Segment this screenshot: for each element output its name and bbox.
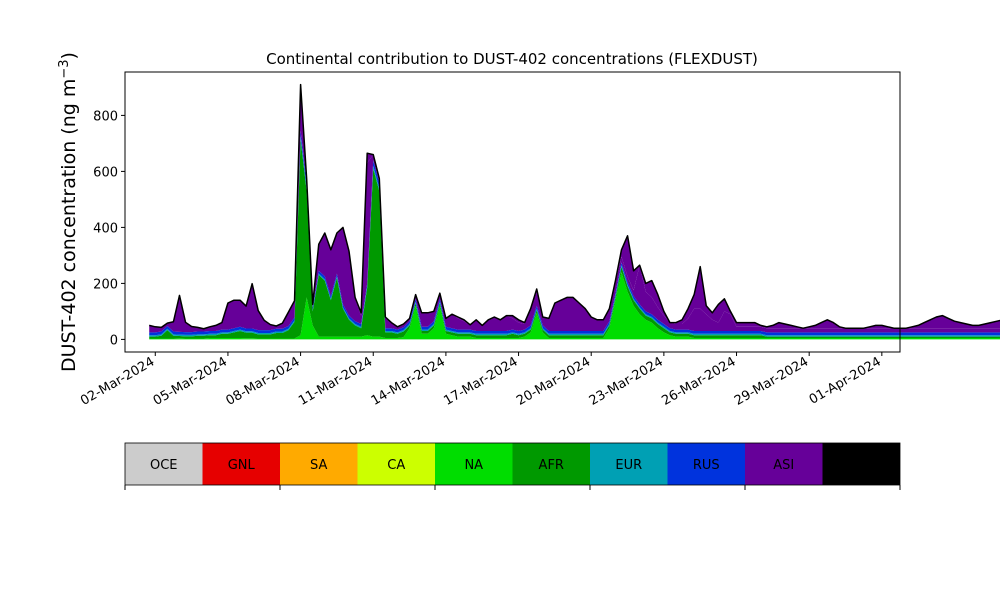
y-tick-label: 200 (93, 277, 118, 292)
total-line (149, 83, 1000, 330)
x-tick-label: 02-Mar-2024 (78, 354, 157, 408)
legend-swatch-aus (822, 443, 900, 485)
y-axis-label: DUST-402 concentration (ng m−3) (57, 52, 80, 372)
chart-title: Continental contribution to DUST-402 con… (266, 50, 758, 68)
total-layer (149, 83, 1000, 330)
legend-label-asi: ASI (773, 458, 794, 473)
x-tick-label: 11-Mar-2024 (296, 354, 375, 408)
y-tick-label: 400 (93, 221, 118, 236)
legend-swatch-asi (745, 443, 823, 485)
legend-label-aus: AUS (848, 458, 875, 473)
legend-swatch-eur (590, 443, 668, 485)
x-axis: 02-Mar-202405-Mar-202408-Mar-202411-Mar-… (78, 352, 884, 409)
legend-label-gnl: GNL (228, 458, 256, 473)
x-tick-label: 26-Mar-2024 (659, 354, 738, 408)
legend-label-sa: SA (310, 458, 327, 473)
plot-frame (124, 71, 901, 353)
legend-swatch-rus (667, 443, 745, 485)
legend-swatch-ca (357, 443, 435, 485)
legend-swatch-na (435, 443, 513, 485)
legend-label-rus: RUS (693, 458, 720, 473)
legend-swatch-oce (125, 443, 203, 485)
x-tick-label: 08-Mar-2024 (223, 354, 302, 408)
x-tick-label: 01-Apr-2024 (807, 354, 884, 407)
legend-label-na: NA (464, 458, 483, 473)
x-tick-label: 14-Mar-2024 (369, 354, 448, 408)
x-tick-label: 23-Mar-2024 (587, 354, 666, 408)
legend-swatch-gnl (202, 443, 280, 485)
y-axis: 0 200 400 600 800 (93, 109, 125, 348)
legend-label-eur: EUR (615, 458, 642, 473)
legend-frame (124, 442, 901, 486)
series-area-remainder (149, 84, 1000, 329)
legend-swatch-afr (512, 443, 590, 485)
x-tick-label: 17-Mar-2024 (441, 354, 520, 408)
legend-label-oce: OCE (150, 458, 178, 473)
y-tick-label: 0 (110, 333, 118, 348)
series-layer (149, 84, 1000, 340)
legend-label-ca: CA (387, 458, 405, 473)
legend-swatch-sa (280, 443, 358, 485)
legend-label-afr: AFR (539, 458, 564, 473)
x-tick-label: 05-Mar-2024 (151, 354, 230, 408)
y-tick-label: 600 (93, 165, 118, 180)
x-tick-label: 29-Mar-2024 (732, 354, 811, 408)
x-tick-label: 20-Mar-2024 (514, 354, 593, 408)
y-tick-label: 800 (93, 109, 118, 124)
series-area-asi (149, 84, 1000, 333)
legend: OCE GNL SA CA NA AFR EUR RUS ASI AUS (124, 442, 901, 490)
